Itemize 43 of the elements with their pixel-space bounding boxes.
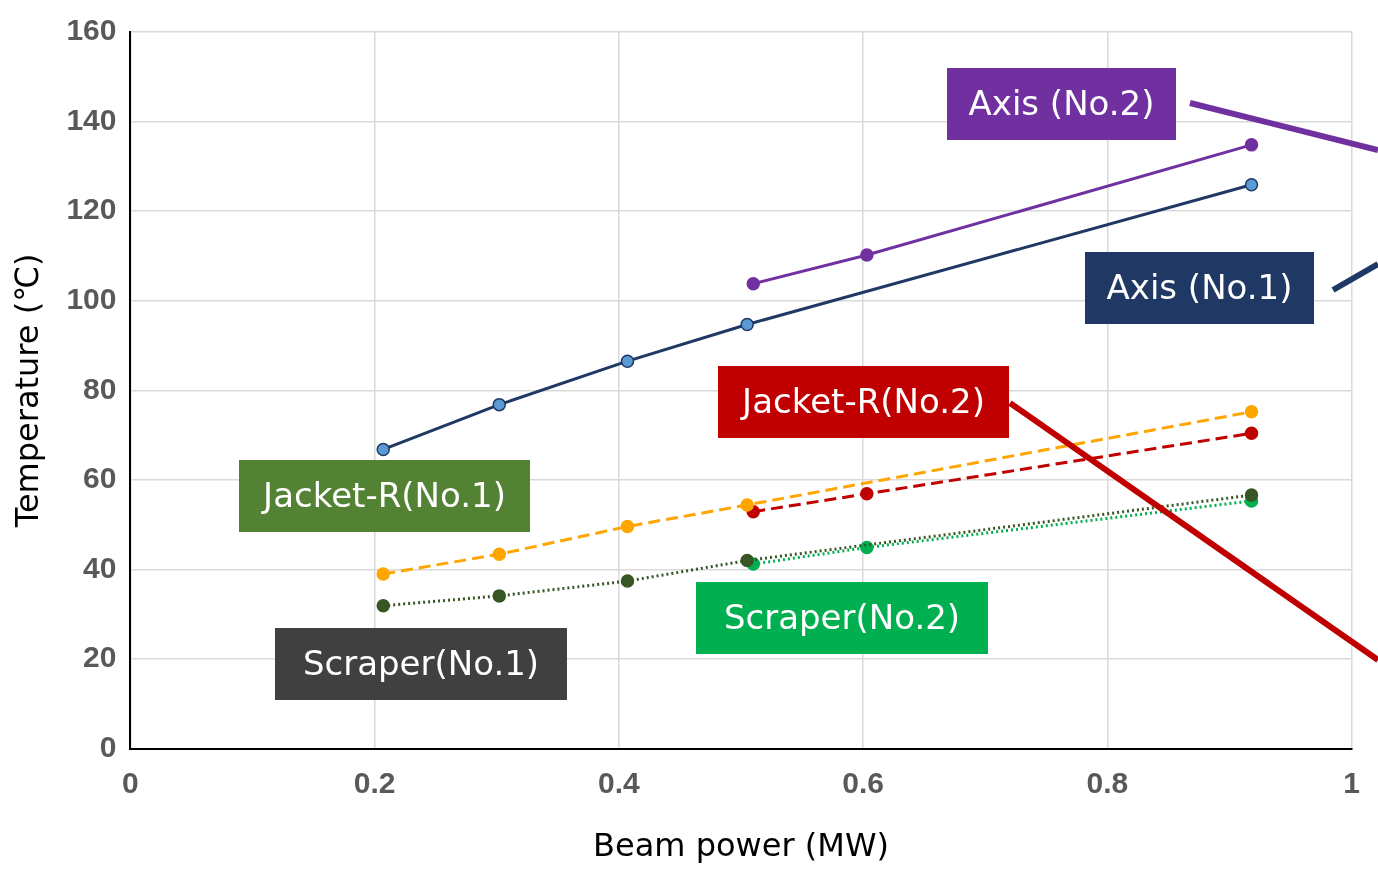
- x-tick-label: 0: [122, 765, 139, 799]
- point: [376, 598, 390, 613]
- y-tick-label: 140: [66, 102, 117, 136]
- x-tick-label: 0.6: [842, 765, 885, 799]
- y-tick-label: 0: [99, 729, 117, 763]
- y-tick-label: 100: [66, 281, 117, 315]
- point: [1244, 426, 1259, 441]
- y-tick-label: 60: [83, 461, 117, 495]
- x-tick-label: 0.4: [598, 765, 641, 799]
- point: [376, 567, 390, 581]
- series-label: Scraper(No.2): [723, 596, 961, 637]
- point: [740, 317, 754, 332]
- point: [746, 276, 761, 291]
- point: [492, 547, 507, 561]
- series-label: Axis (No.2): [968, 82, 1155, 123]
- x-axis-title: Beam power (MW): [593, 826, 889, 865]
- point: [620, 519, 635, 534]
- point: [1244, 138, 1259, 152]
- point: [740, 553, 754, 568]
- point: [376, 442, 390, 457]
- y-tick-label: 120: [66, 192, 117, 226]
- legend-label: Axis (No.1): [1106, 266, 1293, 307]
- y-axis-title: Temperature (℃): [7, 253, 46, 529]
- point: [1244, 405, 1259, 419]
- point: [620, 574, 635, 588]
- point: [860, 487, 874, 501]
- y-tick-label: 40: [83, 550, 117, 584]
- series-label: Scraper(No.1): [302, 642, 540, 683]
- point: [860, 248, 874, 262]
- point: [740, 498, 754, 512]
- point: [492, 397, 507, 412]
- y-tick-label: 80: [83, 371, 117, 405]
- point: [492, 589, 507, 603]
- x-tick-label: 0.2: [353, 765, 396, 799]
- x-tick-label: 1: [1343, 765, 1360, 799]
- point: [620, 354, 635, 368]
- x-tick-label: 0.8: [1086, 765, 1129, 799]
- point: [1244, 488, 1259, 502]
- y-tick-label: 20: [83, 640, 117, 674]
- series-label: Jacket-R(No.1): [261, 474, 506, 515]
- y-tick-label: 160: [66, 13, 117, 47]
- series-label: Jacket-R(No.2): [740, 380, 985, 421]
- point: [1244, 177, 1259, 192]
